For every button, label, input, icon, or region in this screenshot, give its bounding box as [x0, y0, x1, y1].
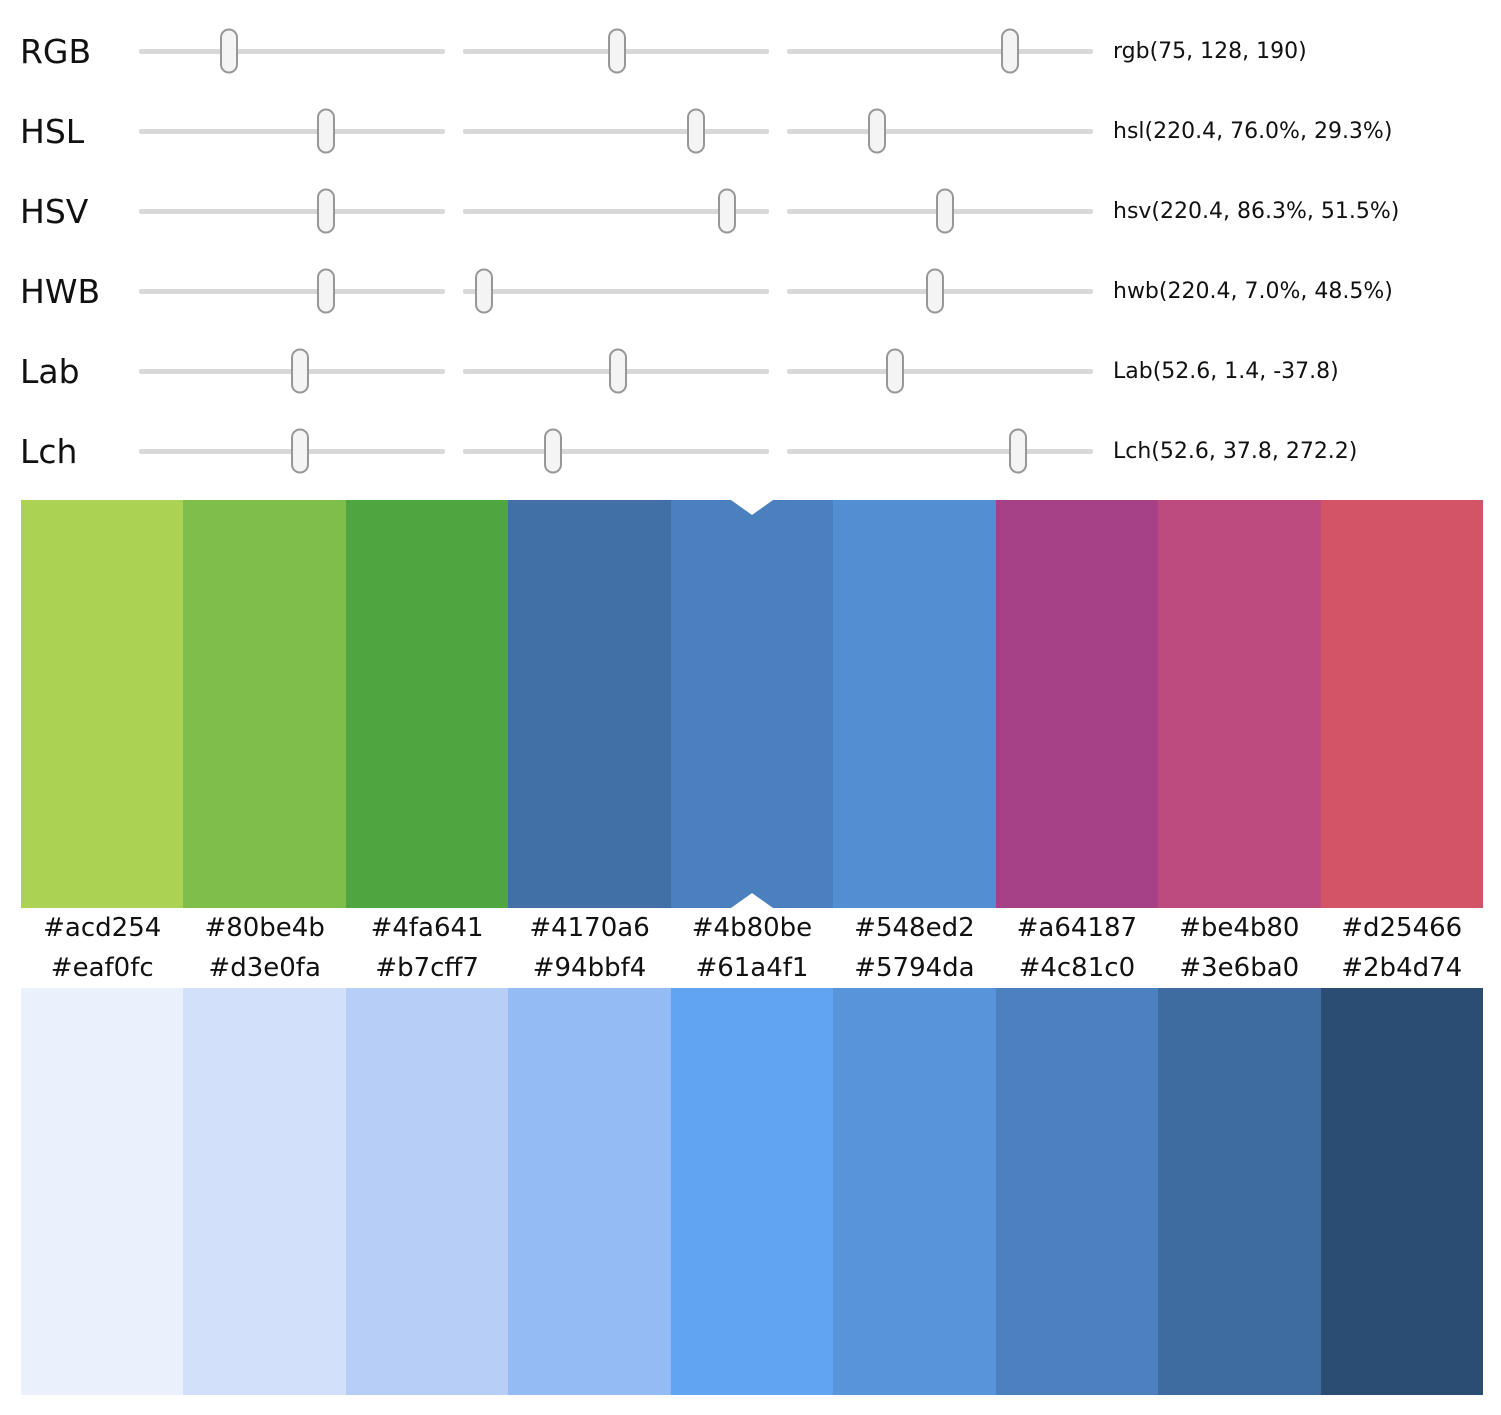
- lch-value-readout: Lch(52.6, 37.8, 272.2): [1113, 438, 1358, 464]
- hex-label: #548ed2: [854, 913, 975, 943]
- lch-c-track[interactable]: [463, 428, 769, 474]
- lch-h-thumb[interactable]: [1009, 428, 1028, 474]
- palette-swatch[interactable]: [21, 988, 184, 1395]
- palette-swatch[interactable]: [833, 988, 996, 1395]
- hwb-value-readout: hwb(220.4, 7.0%, 48.5%): [1113, 278, 1393, 304]
- palette-swatch[interactable]: [995, 500, 1159, 908]
- slider-row-lch: Lch Lch(52.6, 37.8, 272.2): [0, 411, 1501, 491]
- palette-swatch[interactable]: [21, 500, 184, 908]
- hsl-h-track[interactable]: [139, 108, 445, 154]
- hwb-w-thumb[interactable]: [475, 268, 494, 314]
- hsv-v-thumb[interactable]: [935, 188, 954, 234]
- hex-label: #be4b80: [1179, 913, 1300, 943]
- selection-notch-top-icon: [730, 500, 773, 515]
- lab-b-track[interactable]: [787, 348, 1093, 394]
- slider-row-label-rgb: RGB: [20, 31, 92, 71]
- palette-swatch[interactable]: [1320, 500, 1483, 908]
- hex-label: #acd254: [43, 913, 162, 943]
- rgb-g-track[interactable]: [463, 28, 769, 74]
- selection-notch-bottom-icon: [730, 893, 773, 908]
- hsl-l-thumb[interactable]: [867, 108, 886, 154]
- slider-panel: RGB rgb(75, 128, 190) HSL hsl(220.4, 76.…: [0, 0, 1501, 491]
- hex-label: #4b80be: [691, 913, 813, 943]
- rgb-b-thumb[interactable]: [1001, 28, 1020, 74]
- hex-label: #5794da: [854, 953, 975, 983]
- slider-row-label-lch: Lch: [20, 431, 78, 471]
- palette-swatch[interactable]: [670, 988, 834, 1395]
- palette-swatch[interactable]: [508, 500, 671, 908]
- hsv-h-thumb[interactable]: [317, 188, 336, 234]
- hex-label: #b7cff7: [375, 953, 479, 983]
- slider-row-hsv: HSV hsv(220.4, 86.3%, 51.5%): [0, 171, 1501, 251]
- hex-label: #a64187: [1016, 913, 1138, 943]
- lch-h-track[interactable]: [787, 428, 1093, 474]
- slider-row-hsl: HSL hsl(220.4, 76.0%, 29.3%): [0, 91, 1501, 171]
- lab-a-thumb[interactable]: [608, 348, 627, 394]
- hsv-value-readout: hsv(220.4, 86.3%, 51.5%): [1113, 198, 1400, 224]
- tint-palette-hex-labels: #eaf0fc #d3e0fa #b7cff7 #94bbf4 #61a4f1 …: [21, 948, 1483, 988]
- hex-label: #d25466: [1341, 913, 1463, 943]
- palette-swatch[interactable]: [995, 988, 1159, 1395]
- lab-b-thumb[interactable]: [886, 348, 905, 394]
- hsl-s-thumb[interactable]: [686, 108, 705, 154]
- palette-swatch[interactable]: [833, 500, 996, 908]
- palette-section: #acd254 #80be4b #4fa641 #4170a6 #4b80be …: [21, 500, 1483, 1395]
- rgb-b-track[interactable]: [787, 28, 1093, 74]
- palette-swatch[interactable]: [1320, 988, 1483, 1395]
- hsv-s-track[interactable]: [463, 188, 769, 234]
- hsl-s-track[interactable]: [463, 108, 769, 154]
- hex-label: #80be4b: [204, 913, 325, 943]
- slider-row-label-hsv: HSV: [20, 191, 89, 231]
- hex-label: #2b4d74: [1341, 953, 1463, 983]
- hwb-b-track[interactable]: [787, 268, 1093, 314]
- rgb-r-track[interactable]: [139, 28, 445, 74]
- rgb-r-thumb[interactable]: [219, 28, 238, 74]
- hue-palette: [21, 500, 1483, 908]
- lab-l-thumb[interactable]: [290, 348, 309, 394]
- selected-palette-swatch[interactable]: [670, 500, 834, 908]
- hsv-s-thumb[interactable]: [718, 188, 737, 234]
- hwb-b-thumb[interactable]: [926, 268, 945, 314]
- hex-label: #3e6ba0: [1179, 953, 1300, 983]
- hue-palette-hex-labels: #acd254 #80be4b #4fa641 #4170a6 #4b80be …: [21, 908, 1483, 948]
- hex-label: #94bbf4: [532, 953, 647, 983]
- lch-l-track[interactable]: [139, 428, 445, 474]
- slider-row-label-lab: Lab: [20, 351, 80, 391]
- tint-shade-palette: [21, 988, 1483, 1395]
- palette-swatch[interactable]: [345, 988, 509, 1395]
- palette-swatch[interactable]: [508, 988, 671, 1395]
- palette-swatch[interactable]: [1158, 988, 1321, 1395]
- palette-swatch[interactable]: [183, 988, 346, 1395]
- hex-label: #d3e0fa: [208, 953, 321, 983]
- palette-swatch[interactable]: [345, 500, 509, 908]
- hsv-h-track[interactable]: [139, 188, 445, 234]
- hex-label: #4fa641: [370, 913, 484, 943]
- slider-row-label-hwb: HWB: [20, 271, 101, 311]
- hsl-l-track[interactable]: [787, 108, 1093, 154]
- hsv-v-track[interactable]: [787, 188, 1093, 234]
- palette-swatch[interactable]: [1158, 500, 1321, 908]
- lch-l-thumb[interactable]: [290, 428, 309, 474]
- rgb-g-thumb[interactable]: [607, 28, 626, 74]
- rgb-value-readout: rgb(75, 128, 190): [1113, 38, 1307, 64]
- hex-label: #eaf0fc: [50, 953, 154, 983]
- lab-l-track[interactable]: [139, 348, 445, 394]
- hwb-h-thumb[interactable]: [317, 268, 336, 314]
- hsl-h-thumb[interactable]: [317, 108, 336, 154]
- hex-label: #4170a6: [529, 913, 650, 943]
- hwb-h-track[interactable]: [139, 268, 445, 314]
- slider-row-rgb: RGB rgb(75, 128, 190): [0, 11, 1501, 91]
- slider-row-lab: Lab Lab(52.6, 1.4, -37.8): [0, 331, 1501, 411]
- lab-value-readout: Lab(52.6, 1.4, -37.8): [1113, 358, 1339, 384]
- hsl-value-readout: hsl(220.4, 76.0%, 29.3%): [1113, 118, 1393, 144]
- lab-a-track[interactable]: [463, 348, 769, 394]
- lch-c-thumb[interactable]: [544, 428, 563, 474]
- hwb-w-track[interactable]: [463, 268, 769, 314]
- slider-row-hwb: HWB hwb(220.4, 7.0%, 48.5%): [0, 251, 1501, 331]
- hex-label: #4c81c0: [1018, 953, 1136, 983]
- hex-label: #61a4f1: [695, 953, 809, 983]
- palette-swatch[interactable]: [183, 500, 346, 908]
- slider-row-label-hsl: HSL: [20, 111, 85, 151]
